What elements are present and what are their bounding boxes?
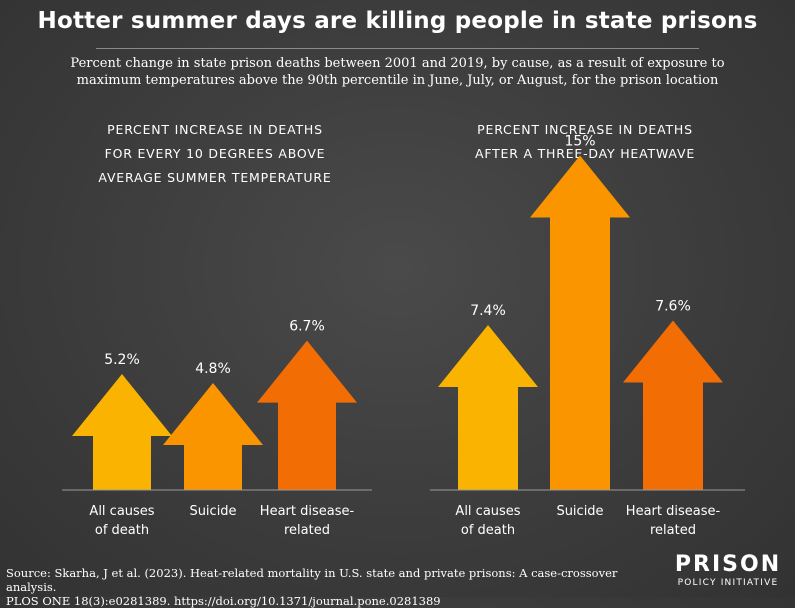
panel-title-line: PERCENT INCREASE IN DEATHS [477,122,693,137]
prison-policy-initiative-logo: PRISON POLICY INITIATIVE [673,553,783,589]
data-label: 7.4% [470,303,506,319]
bar-arrow-suicide [530,155,630,490]
category-label: related [650,523,696,538]
source-line: PLOS ONE 18(3):e0281389. https://doi.org… [6,594,441,608]
category-label: of death [95,523,149,538]
bar-arrow-all-causes-of-death [72,374,172,490]
panel-title-line: FOR EVERY 10 DEGREES ABOVE [104,146,326,161]
category-label: All causes [89,504,154,519]
category-label: Suicide [556,504,603,519]
category-label: Heart disease- [626,504,721,519]
category-label: related [284,523,330,538]
category-label: Heart disease- [260,504,355,519]
source-line: Source: Skarha, J et al. (2023). Heat-re… [6,566,618,594]
panel-title-line: AFTER A THREE-DAY HEATWAVE [474,146,696,161]
chart-subtitle: Percent change in state prison deaths be… [70,56,725,88]
bar-arrow-all-causes-of-death [438,324,538,490]
panel-title-line: AVERAGE SUMMER TEMPERATURE [98,170,332,185]
data-label: 6.7% [289,319,325,335]
logo-subtitle: POLICY INITIATIVE [677,578,779,588]
data-label: 4.8% [195,361,231,377]
panel-title-line: PERCENT INCREASE IN DEATHS [107,122,323,137]
category-label: Suicide [189,504,236,519]
category-label: All causes [455,504,520,519]
logo-wordmark: PRISON [674,552,782,577]
bar-arrow-heart-disease-related [257,340,357,490]
bar-arrow-heart-disease-related [623,320,723,490]
chart-title: Hotter summer days are killing people in… [37,8,758,34]
source-note: Source: Skarha, J et al. (2023). Heat-re… [6,566,646,608]
data-label: 7.6% [655,299,691,315]
title-divider [96,48,699,49]
data-label: 15% [564,134,595,150]
panel-title-temperature: PERCENT INCREASE IN DEATHS FOR EVERY 10 … [60,118,370,190]
category-label: of death [461,523,515,538]
panel-title-heatwave: PERCENT INCREASE IN DEATHS AFTER A THREE… [430,118,740,166]
bar-arrow-suicide [163,382,263,490]
data-label: 5.2% [104,352,140,368]
